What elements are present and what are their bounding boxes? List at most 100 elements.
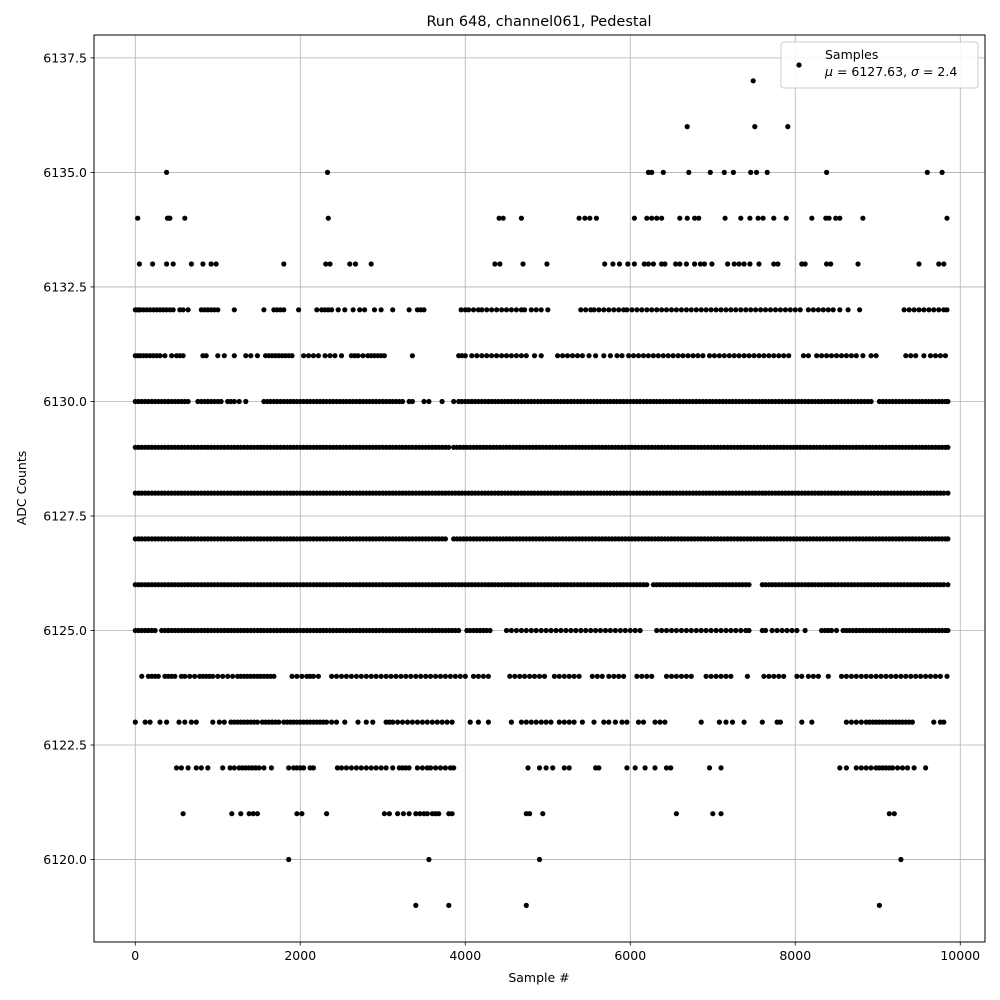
data-point xyxy=(729,719,736,725)
data-point xyxy=(815,673,822,679)
data-point xyxy=(632,765,638,771)
data-point xyxy=(632,627,638,634)
data-point xyxy=(363,673,369,679)
data-point xyxy=(772,307,779,313)
data-point xyxy=(185,765,191,771)
data-point xyxy=(703,627,709,634)
data-point xyxy=(499,307,505,313)
data-point xyxy=(863,765,869,771)
data-point xyxy=(479,307,485,313)
data-point xyxy=(826,215,832,221)
data-point xyxy=(903,353,909,359)
data-point xyxy=(858,765,864,771)
data-point xyxy=(644,307,650,313)
data-point xyxy=(708,627,714,634)
data-point xyxy=(941,582,947,588)
data-point xyxy=(310,673,316,679)
data-point xyxy=(393,673,399,679)
data-point xyxy=(668,627,675,634)
data-point xyxy=(343,765,349,771)
data-point xyxy=(362,307,368,313)
y-tick-label: 6125.0 xyxy=(43,623,87,638)
data-point xyxy=(751,353,757,359)
data-point xyxy=(499,353,505,359)
y-axis-label: ADC Counts xyxy=(14,451,29,526)
data-point xyxy=(913,673,919,679)
data-point xyxy=(601,719,607,725)
data-point xyxy=(819,353,825,359)
data-point xyxy=(538,353,544,359)
data-point xyxy=(750,78,756,84)
data-point xyxy=(136,261,142,267)
data-point xyxy=(945,398,951,405)
data-point xyxy=(466,307,472,313)
data-point xyxy=(616,261,623,267)
data-point xyxy=(945,582,951,588)
data-point xyxy=(663,765,670,771)
data-point xyxy=(848,353,855,359)
data-point xyxy=(612,627,619,634)
data-point xyxy=(494,307,500,313)
data-points xyxy=(132,78,951,909)
data-point xyxy=(215,307,221,313)
data-point xyxy=(485,673,491,679)
data-point xyxy=(931,307,937,313)
data-point xyxy=(238,811,244,817)
data-point xyxy=(593,627,599,634)
legend-sigma: = 2.4 xyxy=(923,64,957,79)
data-point xyxy=(634,307,640,313)
data-point xyxy=(685,353,691,359)
data-point xyxy=(383,765,389,771)
x-tick-label: 8000 xyxy=(779,948,811,963)
data-point xyxy=(338,673,345,679)
data-point xyxy=(637,627,643,634)
data-point xyxy=(406,811,412,817)
data-point xyxy=(761,673,767,679)
data-point xyxy=(701,261,708,267)
data-point xyxy=(775,261,781,267)
data-point xyxy=(531,353,538,359)
data-point xyxy=(684,215,690,221)
data-point xyxy=(721,169,727,175)
data-point xyxy=(193,719,199,725)
data-point xyxy=(489,307,495,313)
data-point xyxy=(543,765,549,771)
y-tick-label: 6135.0 xyxy=(43,165,87,180)
data-point xyxy=(755,215,761,221)
data-point xyxy=(659,307,665,313)
data-point xyxy=(484,307,490,313)
y-tick-label: 6137.5 xyxy=(43,50,87,65)
data-point xyxy=(310,765,316,771)
data-point xyxy=(641,261,647,267)
data-point xyxy=(748,307,754,313)
data-point xyxy=(254,811,260,817)
data-point xyxy=(828,627,835,634)
data-point xyxy=(419,719,425,725)
data-point xyxy=(426,856,432,863)
data-point xyxy=(728,307,734,313)
data-point xyxy=(335,307,341,313)
data-point xyxy=(578,627,584,634)
data-point xyxy=(738,215,744,221)
data-point xyxy=(652,719,658,725)
data-point xyxy=(809,719,815,725)
data-point xyxy=(693,307,699,313)
data-point xyxy=(315,673,321,679)
data-point xyxy=(730,169,737,175)
data-point xyxy=(799,719,805,725)
data-point xyxy=(774,627,780,634)
data-point xyxy=(172,673,178,679)
data-point xyxy=(528,627,534,634)
data-point xyxy=(944,215,950,221)
data-point xyxy=(527,673,533,679)
data-point xyxy=(624,765,630,771)
data-point xyxy=(860,353,866,359)
data-point xyxy=(579,353,586,359)
data-point xyxy=(898,673,904,679)
data-point xyxy=(142,719,148,725)
x-tick-label: 0 xyxy=(131,948,139,963)
data-point xyxy=(281,261,287,267)
data-point xyxy=(825,307,831,313)
data-point xyxy=(418,673,424,679)
data-point xyxy=(528,719,534,725)
